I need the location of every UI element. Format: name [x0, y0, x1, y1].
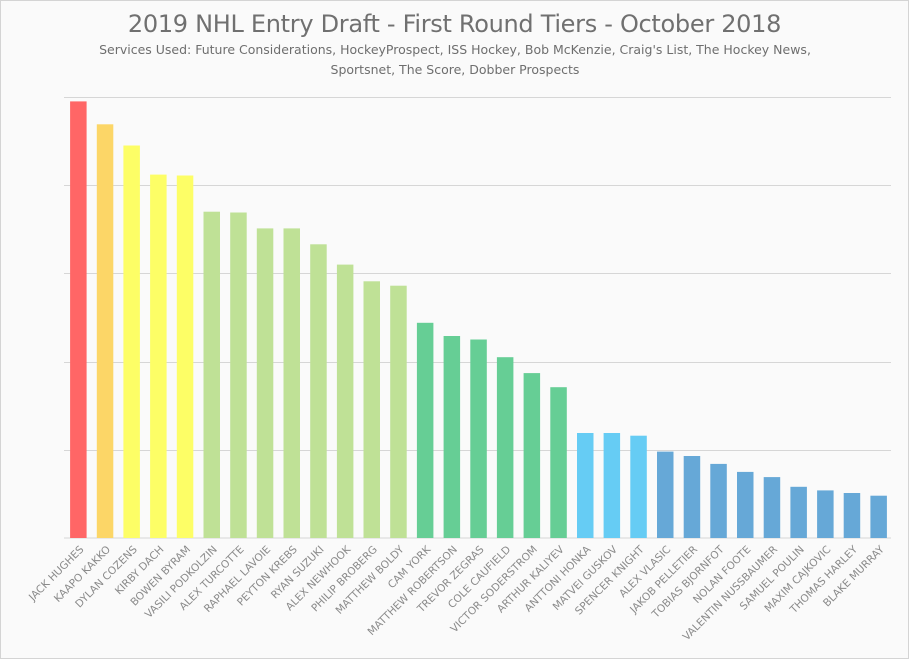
- bar-anttoni-honka: [577, 433, 594, 538]
- bar-jakob-pelletier: [683, 456, 701, 538]
- bar-trevor-zegras: [470, 339, 487, 538]
- bar-cole-caufield: [496, 357, 514, 538]
- bar-jack-hughes: [70, 101, 87, 539]
- bar-alex-vlasic: [657, 451, 674, 538]
- bar-peyton-krebs: [283, 228, 300, 538]
- bar-alex-newhook: [336, 264, 354, 538]
- bar-matthew-boldy: [390, 285, 407, 538]
- bars: [70, 101, 887, 539]
- subtitle-line-1: Services Used: Future Considerations, Ho…: [99, 42, 811, 57]
- bar-victor-soderstrom: [523, 373, 541, 538]
- subtitle-line-2: Sportsnet, The Score, Dobber Prospects: [330, 62, 580, 77]
- bar-alex-turcotte: [230, 212, 247, 538]
- bar-kirby-dach: [150, 174, 167, 538]
- bar-vasili-podkolzin: [203, 211, 220, 538]
- bar-cam-york: [416, 322, 434, 538]
- bar-thomas-harley: [843, 493, 861, 538]
- bar-maxim-cajkovic: [817, 490, 834, 538]
- chart-title: 2019 NHL Entry Draft - First Round Tiers…: [127, 10, 782, 38]
- bar-ryan-suzuki: [310, 244, 327, 539]
- bar-samuel-poulin: [790, 486, 807, 538]
- bar-dylan-cozens: [123, 145, 140, 538]
- bar-tobias-bjornfot: [710, 463, 727, 538]
- bar-blake-murray: [870, 495, 887, 538]
- bar-matthew-robertson: [443, 336, 461, 538]
- bar-kaapo-kakko: [96, 124, 114, 539]
- bar-raphael-lavoie: [256, 228, 274, 538]
- bar-matvei-guskov: [603, 433, 621, 538]
- bar-arthur-kaliyev: [550, 387, 567, 538]
- bar-spencer-knight: [630, 435, 647, 538]
- bar-valentin-nussbaumer: [763, 477, 781, 538]
- chart-subtitle: Services Used: Future Considerations, Ho…: [60, 40, 850, 80]
- bar-philip-broberg: [363, 281, 380, 538]
- bar-nolan-foote: [737, 471, 754, 538]
- bar-bowen-byram: [176, 175, 194, 538]
